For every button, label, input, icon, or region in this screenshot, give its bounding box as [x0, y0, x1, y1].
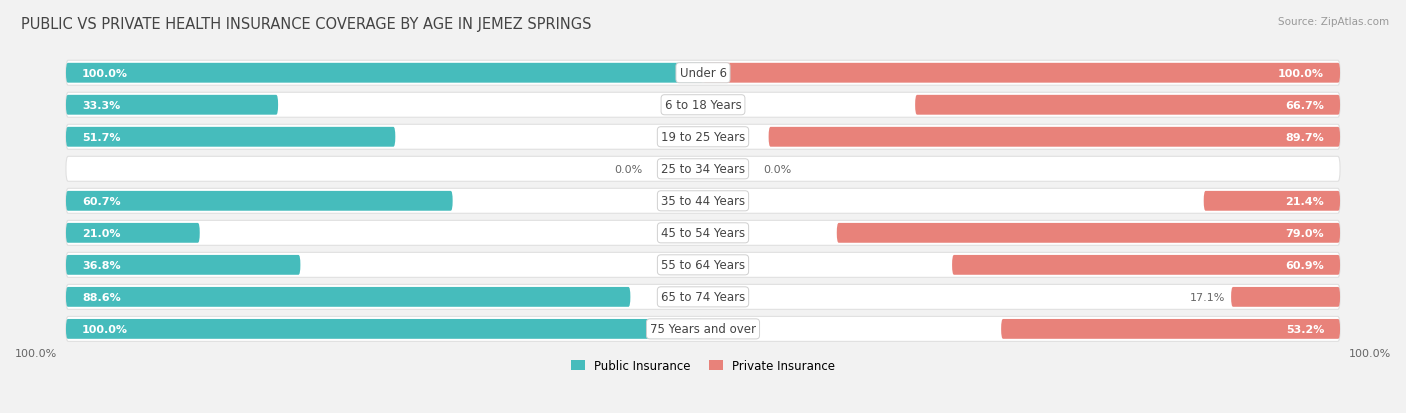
Text: 75 Years and over: 75 Years and over [650, 323, 756, 336]
FancyBboxPatch shape [66, 157, 1340, 182]
Text: 100.0%: 100.0% [82, 324, 128, 334]
Text: 89.7%: 89.7% [1285, 133, 1324, 142]
FancyBboxPatch shape [66, 95, 278, 115]
Text: 100.0%: 100.0% [1278, 69, 1324, 78]
FancyBboxPatch shape [66, 253, 1340, 278]
FancyBboxPatch shape [66, 317, 1340, 342]
Text: 66.7%: 66.7% [1285, 100, 1324, 111]
FancyBboxPatch shape [703, 64, 1340, 83]
FancyBboxPatch shape [66, 189, 1340, 214]
Text: 6 to 18 Years: 6 to 18 Years [665, 99, 741, 112]
FancyBboxPatch shape [66, 287, 630, 307]
Text: 65 to 74 Years: 65 to 74 Years [661, 291, 745, 304]
FancyBboxPatch shape [66, 93, 1340, 118]
Text: 55 to 64 Years: 55 to 64 Years [661, 259, 745, 272]
Text: 21.4%: 21.4% [1285, 196, 1324, 206]
Text: 21.0%: 21.0% [82, 228, 121, 238]
Text: Source: ZipAtlas.com: Source: ZipAtlas.com [1278, 17, 1389, 26]
Text: 51.7%: 51.7% [82, 133, 121, 142]
FancyBboxPatch shape [837, 223, 1340, 243]
FancyBboxPatch shape [1001, 319, 1340, 339]
FancyBboxPatch shape [66, 223, 200, 243]
Text: 100.0%: 100.0% [15, 348, 58, 358]
Text: 33.3%: 33.3% [82, 100, 120, 111]
FancyBboxPatch shape [66, 285, 1340, 310]
FancyBboxPatch shape [952, 255, 1340, 275]
Text: 25 to 34 Years: 25 to 34 Years [661, 163, 745, 176]
FancyBboxPatch shape [66, 128, 395, 147]
Text: 100.0%: 100.0% [1348, 348, 1391, 358]
FancyBboxPatch shape [66, 64, 703, 83]
Text: 100.0%: 100.0% [82, 69, 128, 78]
Text: 53.2%: 53.2% [1285, 324, 1324, 334]
Text: Under 6: Under 6 [679, 67, 727, 80]
Text: 0.0%: 0.0% [763, 164, 792, 174]
FancyBboxPatch shape [66, 255, 301, 275]
Text: 36.8%: 36.8% [82, 260, 121, 270]
Legend: Public Insurance, Private Insurance: Public Insurance, Private Insurance [567, 354, 839, 377]
FancyBboxPatch shape [66, 61, 1340, 86]
FancyBboxPatch shape [1204, 191, 1340, 211]
Text: 45 to 54 Years: 45 to 54 Years [661, 227, 745, 240]
FancyBboxPatch shape [769, 128, 1340, 147]
FancyBboxPatch shape [66, 125, 1340, 150]
FancyBboxPatch shape [66, 319, 703, 339]
Text: 0.0%: 0.0% [614, 164, 643, 174]
Text: 19 to 25 Years: 19 to 25 Years [661, 131, 745, 144]
Text: 17.1%: 17.1% [1189, 292, 1225, 302]
FancyBboxPatch shape [915, 95, 1340, 115]
Text: 60.9%: 60.9% [1285, 260, 1324, 270]
FancyBboxPatch shape [1232, 287, 1340, 307]
Text: 35 to 44 Years: 35 to 44 Years [661, 195, 745, 208]
Text: 79.0%: 79.0% [1285, 228, 1324, 238]
Text: 88.6%: 88.6% [82, 292, 121, 302]
FancyBboxPatch shape [66, 191, 453, 211]
Text: 60.7%: 60.7% [82, 196, 121, 206]
Text: PUBLIC VS PRIVATE HEALTH INSURANCE COVERAGE BY AGE IN JEMEZ SPRINGS: PUBLIC VS PRIVATE HEALTH INSURANCE COVER… [21, 17, 592, 31]
FancyBboxPatch shape [66, 221, 1340, 246]
